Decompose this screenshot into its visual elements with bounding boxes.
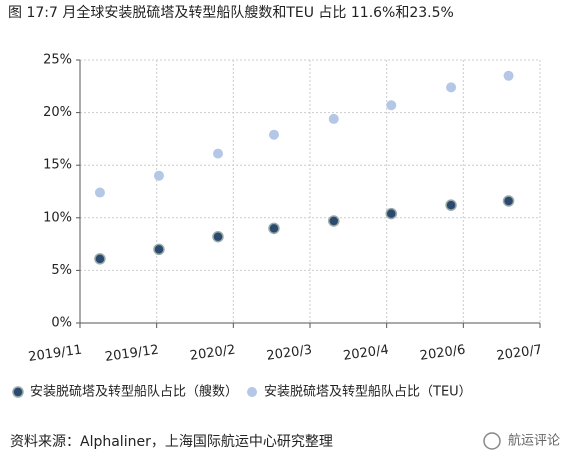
- point: [268, 222, 280, 235]
- y-tick-label: 25%: [43, 53, 72, 68]
- point: [328, 215, 340, 227]
- watermark: 航运评论: [508, 433, 560, 449]
- point: [446, 82, 457, 93]
- x-tick-label: 2020/4: [342, 343, 389, 364]
- x-tick-label: 2019/11: [27, 343, 83, 365]
- point: [502, 195, 515, 207]
- point: [445, 199, 457, 211]
- point: [386, 100, 397, 111]
- point: [328, 113, 339, 124]
- x-tick-label: 2020/3: [266, 343, 313, 364]
- legend-label: 安装脱硫塔及转型船队占比（艘数）: [30, 384, 238, 400]
- point: [503, 70, 514, 81]
- y-tick-label: 20%: [43, 105, 72, 120]
- point: [94, 187, 105, 198]
- legend-label: 安装脱硫塔及转型船队占比（TEU）: [264, 385, 472, 400]
- point: [153, 170, 164, 181]
- point: [153, 243, 165, 256]
- point: [268, 129, 279, 140]
- legend-marker: [247, 387, 258, 397]
- legend-marker: [12, 386, 24, 398]
- watermark-icon: [483, 432, 501, 450]
- source: 资料来源：Alphaliner，上海国际航运中心研究整理: [10, 434, 333, 450]
- y-tick-label: 15%: [43, 158, 72, 173]
- x-tick-label: 2019/12: [104, 343, 160, 365]
- x-tick-label: 2020/7: [496, 343, 543, 364]
- y-tick-label: 0%: [51, 316, 72, 331]
- y-tick-label: 10%: [43, 210, 72, 225]
- point: [385, 207, 398, 220]
- x-tick-label: 2020/2: [189, 343, 236, 364]
- y-tick-label: 5%: [51, 263, 72, 278]
- point: [213, 148, 223, 159]
- point: [94, 253, 106, 265]
- chart-title: 图 17:7 月全球安装脱硫塔及转型船队艘数和TEU 占比 11.6%和23.5…: [8, 4, 454, 21]
- point: [212, 230, 224, 243]
- x-tick-label: 2020/6: [419, 343, 466, 364]
